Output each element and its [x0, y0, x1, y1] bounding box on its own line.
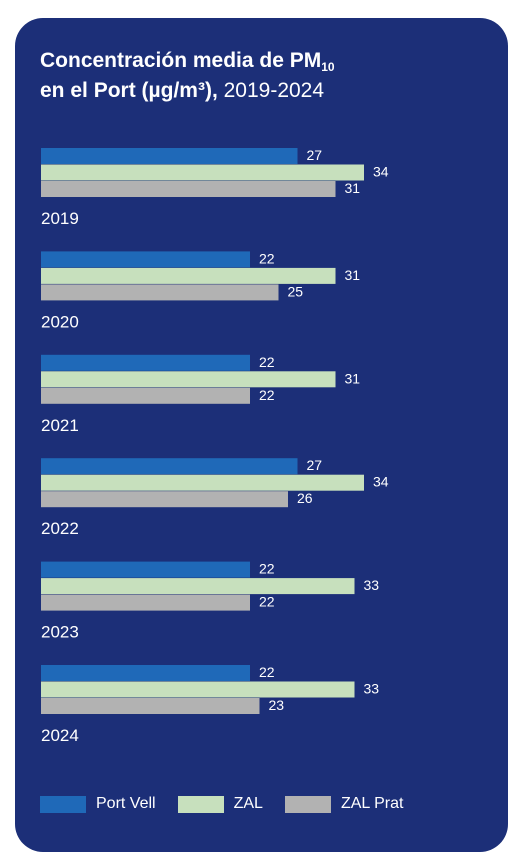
data-label-2019-zal-prat: 31: [345, 180, 361, 196]
category-label-2020: 2020: [41, 312, 79, 331]
legend-item-port-vell: Port Vell: [40, 795, 156, 813]
bar-2022-zal-prat: [41, 491, 288, 508]
legend-item-zal: ZAL: [177, 795, 263, 813]
bar-2023-port-vell: [41, 561, 250, 578]
bar-2023-zal: [41, 578, 355, 595]
data-label-2023-zal-prat: 22: [259, 594, 275, 610]
bar-2020-zal: [41, 267, 336, 284]
legend-label-port-vell: Port Vell: [96, 795, 156, 812]
data-label-2024-zal: 33: [364, 681, 380, 697]
data-label-2022-zal-prat: 26: [297, 490, 313, 506]
legend-label-zal: ZAL: [233, 795, 263, 812]
data-label-2021-zal-prat: 22: [259, 387, 275, 403]
category-label-2023: 2023: [41, 623, 79, 642]
bar-2024-port-vell: [41, 665, 250, 681]
data-label-2022-port-vell: 27: [307, 457, 323, 473]
bar-2021-zal: [41, 371, 336, 388]
bar-2021-port-vell: [41, 354, 250, 371]
bar-2019-zal: [41, 164, 364, 181]
category-label-2024: 2024: [41, 726, 79, 745]
data-label-2023-port-vell: 22: [259, 561, 275, 577]
bar-2024-zal-prat: [41, 698, 260, 714]
chart-legend: Port Vell ZAL ZAL Prat: [40, 795, 425, 813]
category-label-2019: 2019: [41, 209, 79, 228]
data-label-2020-zal: 31: [345, 267, 361, 283]
bar-2023-zal-prat: [41, 594, 250, 611]
category-label-2021: 2021: [41, 416, 79, 435]
chart-title: Concentración media de PM10 en el Port (…: [40, 49, 335, 102]
legend-swatch-zal-prat: [284, 795, 331, 813]
bar-2021-zal-prat: [41, 387, 250, 404]
category-label-2022: 2022: [41, 519, 79, 538]
data-label-2024-zal-prat: 23: [269, 697, 285, 713]
data-label-2019-zal: 34: [373, 164, 389, 180]
data-label-2021-zal: 31: [345, 370, 361, 386]
bar-2020-port-vell: [41, 251, 250, 268]
bar-2020-zal-prat: [41, 284, 279, 301]
bar-2024-zal: [41, 681, 355, 698]
bar-2022-zal: [41, 474, 364, 491]
legend-item-zal-prat: ZAL Prat: [284, 795, 404, 813]
bar-2019-zal-prat: [41, 181, 336, 197]
legend-swatch-port-vell: [40, 795, 86, 813]
legend-label-zal-prat: ZAL Prat: [340, 795, 404, 812]
data-label-2022-zal: 34: [373, 474, 389, 490]
legend-swatch-zal: [177, 795, 224, 813]
bar-2022-port-vell: [41, 458, 298, 475]
data-label-2021-port-vell: 22: [259, 354, 275, 370]
data-label-2019-port-vell: 27: [307, 147, 323, 163]
data-label-2024-port-vell: 22: [259, 664, 275, 680]
data-label-2020-zal-prat: 25: [288, 283, 304, 299]
data-label-2023-zal: 33: [364, 577, 380, 593]
data-label-2020-port-vell: 22: [259, 250, 275, 266]
bar-2019-port-vell: [41, 148, 298, 164]
